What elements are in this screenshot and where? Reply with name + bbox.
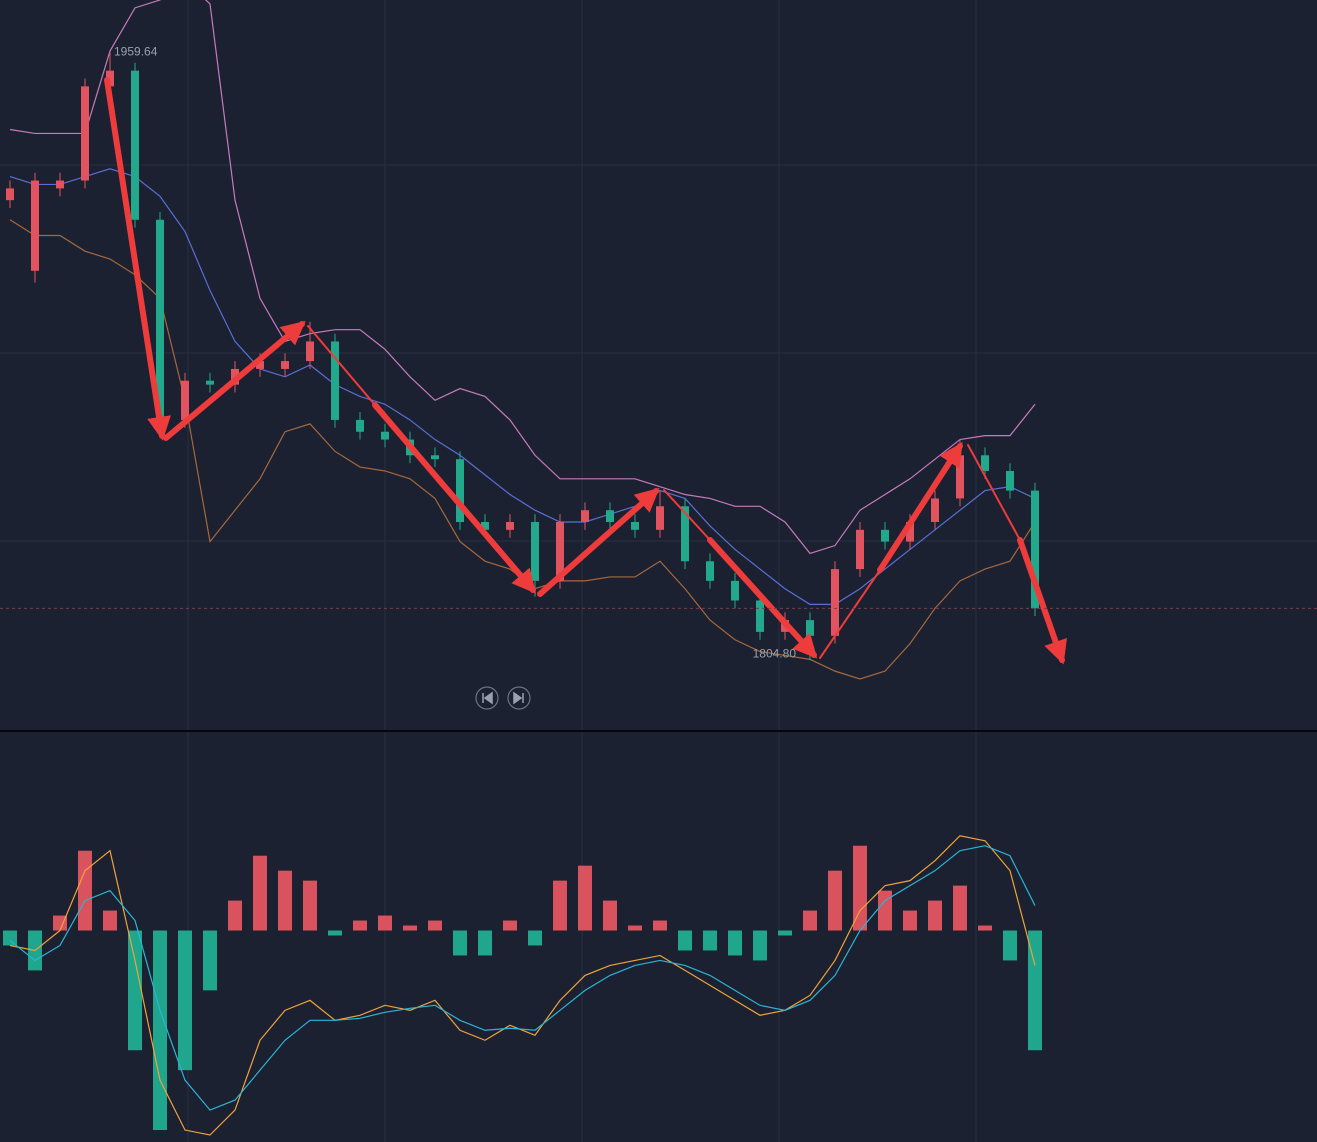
macd-bar: [353, 920, 367, 931]
candle-body: [931, 498, 939, 522]
candle-body: [56, 180, 64, 189]
band-line: [9, 0, 1036, 555]
candle-body: [581, 510, 589, 522]
macd-line: [9, 835, 1036, 1136]
scroll-start-button[interactable]: [475, 686, 499, 710]
candle-body: [356, 419, 364, 432]
candle-body: [256, 361, 264, 369]
macd-bar: [853, 845, 867, 931]
macd-bar: [1028, 930, 1042, 1051]
candle-body: [656, 506, 664, 530]
macd-bar: [378, 915, 392, 931]
candle-body: [1031, 490, 1039, 609]
macd-bar: [903, 910, 917, 931]
macd-bar: [278, 870, 292, 931]
candle-body: [606, 510, 614, 522]
macd-bar: [778, 930, 792, 936]
macd-bar: [128, 930, 142, 1051]
macd-bar: [628, 925, 642, 931]
macd-bar: [253, 855, 267, 931]
macd-bar: [953, 885, 967, 931]
scroll-end-button[interactable]: [507, 686, 531, 710]
candle-body: [381, 431, 389, 440]
macd-bar: [878, 890, 892, 931]
candle-body: [1006, 470, 1014, 491]
macd-panel: [3, 835, 1042, 1136]
candle-body: [856, 529, 864, 570]
macd-bar: [228, 900, 242, 931]
macd-bar: [728, 930, 742, 956]
macd-bar: [703, 930, 717, 951]
candle-body: [956, 455, 964, 499]
candle-body: [756, 600, 764, 632]
macd-bar: [428, 920, 442, 931]
candle-body: [631, 521, 639, 530]
price-annotation: 1959.64: [114, 45, 158, 59]
candle-body: [306, 341, 314, 362]
macd-bar: [178, 930, 192, 1071]
macd-bar: [78, 850, 92, 931]
candle-body: [281, 361, 289, 369]
candle-body: [506, 521, 514, 530]
candle-body: [806, 620, 814, 636]
candle-body: [981, 455, 989, 471]
candle-body: [906, 521, 914, 542]
price-annotation: 1804.80: [753, 646, 797, 660]
candle-body: [731, 580, 739, 601]
macd-bar: [978, 925, 992, 931]
macd-line: [9, 845, 1036, 1111]
macd-bar: [1003, 930, 1017, 961]
macd-bar: [53, 915, 67, 931]
candle-body: [531, 521, 539, 581]
macd-bar: [303, 880, 317, 931]
macd-bar: [603, 900, 617, 931]
macd-bar: [928, 900, 942, 931]
candle-body: [131, 70, 139, 220]
macd-bar: [578, 865, 592, 931]
candle-body: [156, 219, 164, 420]
macd-bar: [678, 930, 692, 951]
macd-bar: [453, 930, 467, 956]
candle-body: [681, 506, 689, 562]
macd-bar: [503, 920, 517, 931]
macd-bar: [653, 920, 667, 931]
macd-bar: [203, 930, 217, 991]
macd-bar: [153, 930, 167, 1131]
macd-bar: [403, 925, 417, 931]
macd-bar: [753, 930, 767, 961]
band-line: [9, 168, 1036, 606]
candle-body: [481, 521, 489, 530]
macd-bar: [553, 880, 567, 931]
candle-body: [456, 459, 464, 522]
candle-body: [831, 569, 839, 636]
macd-bar: [328, 930, 342, 936]
macd-bar: [3, 930, 17, 946]
candle-body: [206, 380, 214, 385]
candle-body: [556, 521, 564, 581]
candle-body: [31, 180, 39, 271]
candle-body: [6, 188, 14, 201]
candle-body: [331, 341, 339, 420]
macd-bar: [828, 870, 842, 931]
macd-bar: [803, 910, 817, 931]
macd-bar: [478, 930, 492, 956]
candle-body: [706, 561, 714, 581]
candle-body: [431, 455, 439, 460]
candle-body: [881, 529, 889, 542]
macd-bar: [103, 910, 117, 931]
trend-arrows: [104, 77, 1067, 665]
candle-body: [81, 86, 89, 181]
candle-body: [106, 70, 114, 87]
candle-body: [181, 380, 189, 420]
macd-bar: [528, 930, 542, 946]
